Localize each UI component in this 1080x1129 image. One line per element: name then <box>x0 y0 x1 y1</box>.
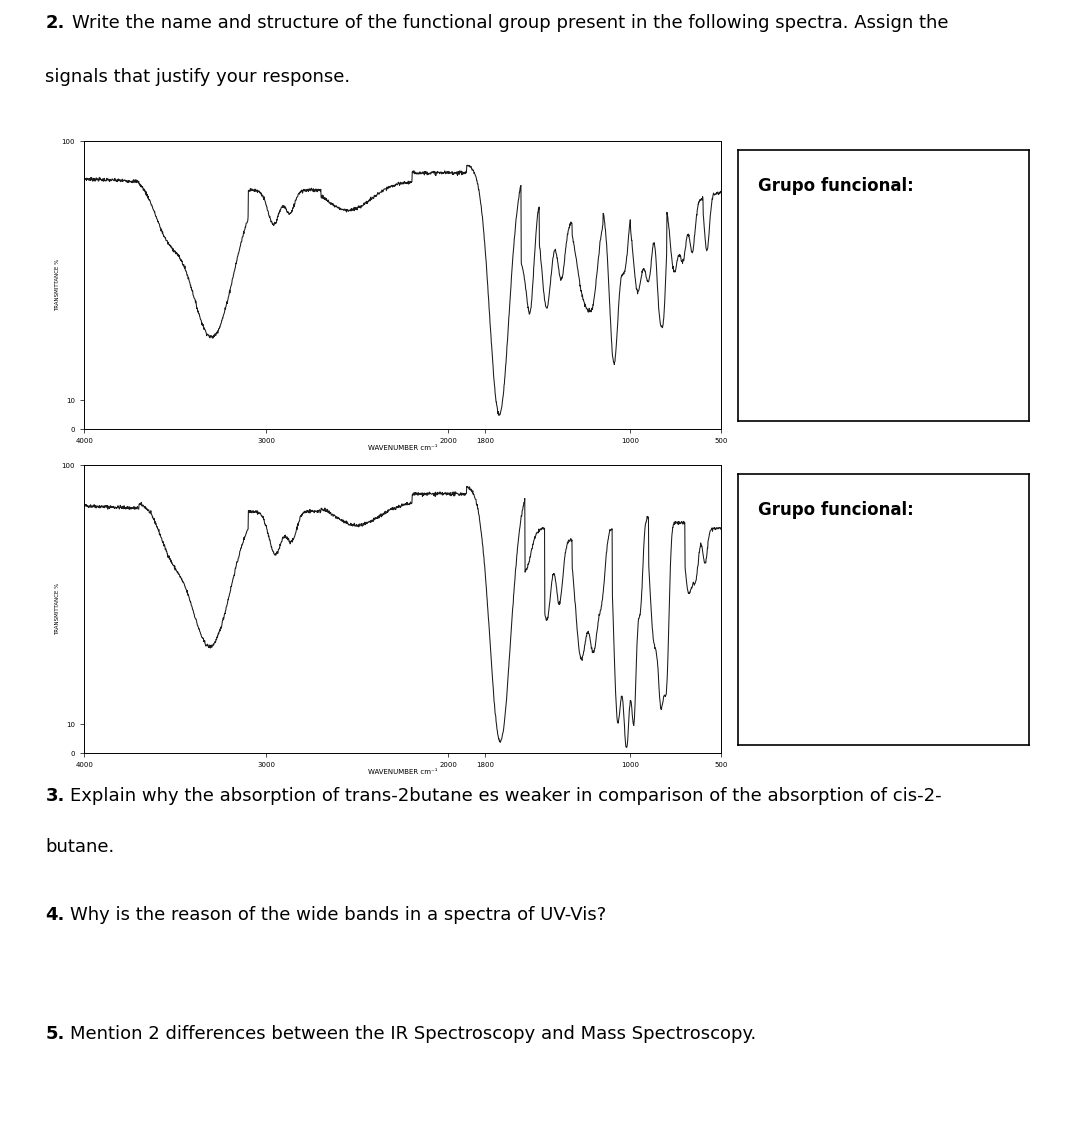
Y-axis label: TRANSMITTANCE %: TRANSMITTANCE % <box>55 259 60 312</box>
Text: 5.: 5. <box>45 1025 65 1042</box>
X-axis label: WAVENUMBER cm⁻¹: WAVENUMBER cm⁻¹ <box>368 770 437 776</box>
Y-axis label: TRANSMITTANCE %: TRANSMITTANCE % <box>55 583 60 636</box>
Text: Explain why the absorption of trans-2butane es weaker in comparison of the absor: Explain why the absorption of trans-2but… <box>70 788 942 805</box>
Text: Mention 2 differences between the IR Spectroscopy and Mass Spectroscopy.: Mention 2 differences between the IR Spe… <box>70 1025 756 1042</box>
Text: Write the name and structure of the functional group present in the following sp: Write the name and structure of the func… <box>72 14 949 32</box>
Text: butane.: butane. <box>45 838 114 856</box>
Text: 4.: 4. <box>45 905 65 924</box>
Text: Why is the reason of the wide bands in a spectra of UV-Vis?: Why is the reason of the wide bands in a… <box>70 905 607 924</box>
Text: signals that justify your response.: signals that justify your response. <box>45 68 351 86</box>
Text: 3.: 3. <box>45 788 65 805</box>
Text: Grupo funcional:: Grupo funcional: <box>758 177 914 195</box>
Text: 2.: 2. <box>45 14 65 32</box>
X-axis label: WAVENUMBER cm⁻¹: WAVENUMBER cm⁻¹ <box>368 446 437 452</box>
Text: Grupo funcional:: Grupo funcional: <box>758 501 914 519</box>
